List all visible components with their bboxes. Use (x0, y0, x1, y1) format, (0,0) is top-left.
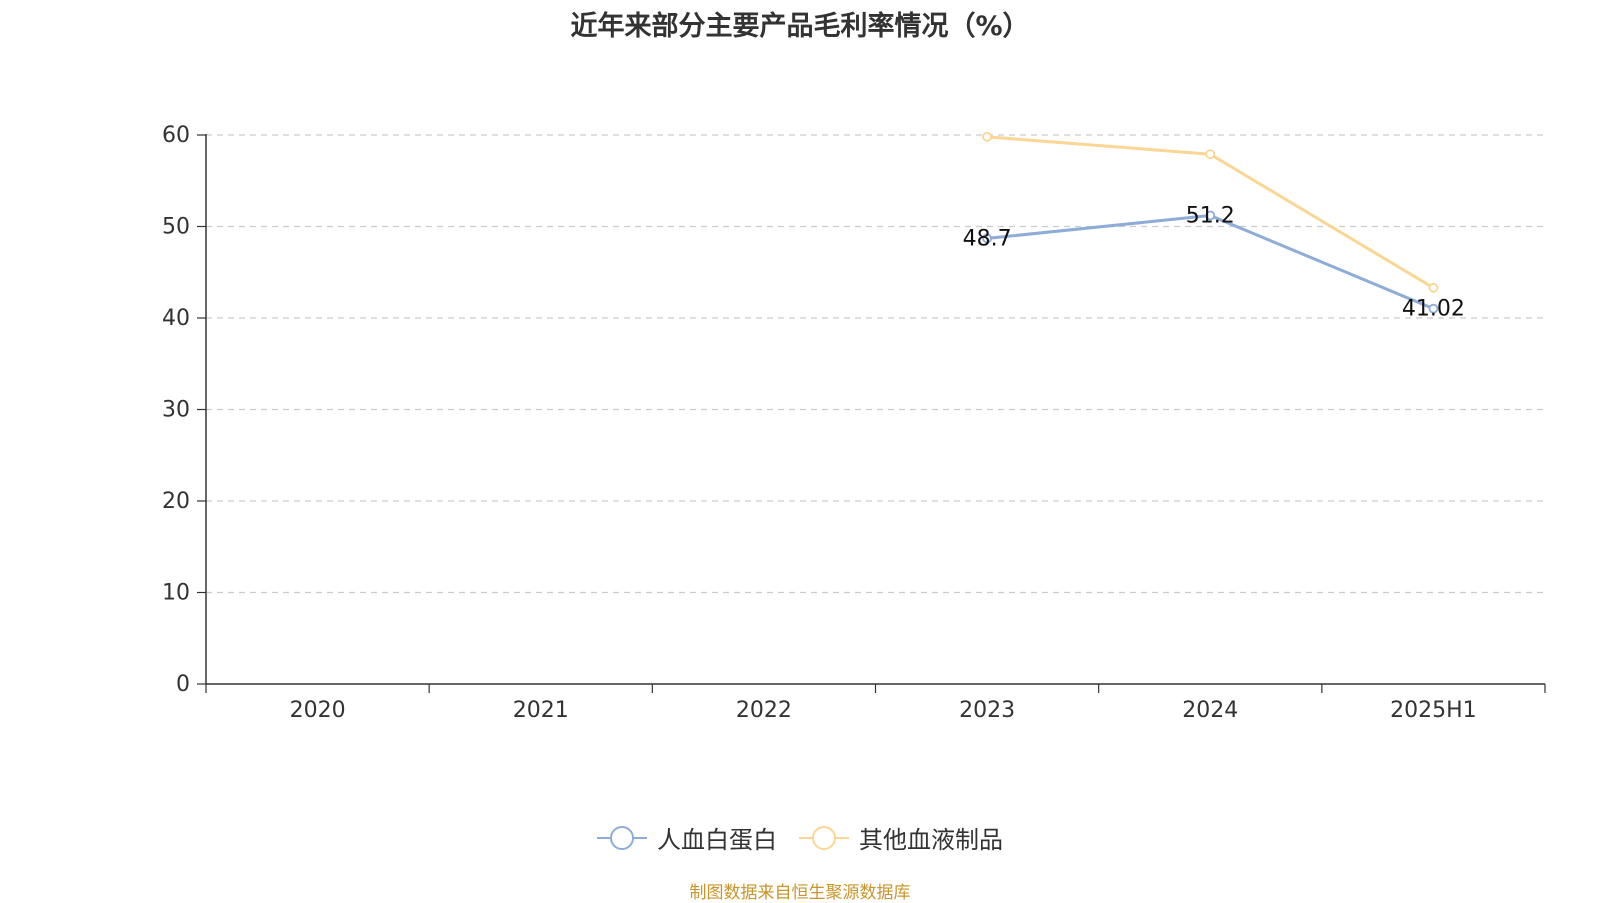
y-tick-label: 30 (162, 398, 190, 423)
data-label: 51.2 (1186, 204, 1235, 229)
y-tick-label: 50 (162, 215, 190, 240)
series-1-point (982, 233, 992, 244)
x-tick-label: 2023 (959, 698, 1015, 723)
series-2-point (1428, 282, 1439, 293)
series-1-point (1428, 303, 1439, 314)
x-tick-label: 2024 (1182, 698, 1238, 723)
y-tick-label: 40 (162, 306, 190, 331)
x-tick-label: 2025H1 (1390, 698, 1477, 723)
series-2-point (1205, 149, 1216, 160)
legend-label-series2: 其他血液制品 (859, 826, 1003, 854)
legend-line-circle-icon (597, 825, 647, 850)
series-line-1 (986, 214, 1434, 311)
data-label: 41.02 (1402, 297, 1465, 322)
y-tick-label: 60 (162, 123, 190, 148)
y-tick-label: 0 (176, 672, 190, 697)
legend-label-series1: 人血白蛋白 (657, 826, 777, 854)
data-label: 48.7 (963, 226, 1012, 251)
x-tick-label: 2020 (290, 698, 346, 723)
legend-line-circle-icon (799, 825, 849, 850)
legend: 人血白蛋白 其他血液制品 (0, 820, 1600, 855)
legend-item-series2[interactable]: 其他血液制品 (799, 820, 1003, 855)
legend-item-series1[interactable]: 人血白蛋白 (597, 820, 777, 855)
source-note: 制图数据来自恒生聚源数据库 (689, 883, 911, 903)
x-tick-label: 2021 (513, 698, 569, 723)
y-tick-label: 10 (162, 581, 190, 606)
series-1-point (1205, 210, 1216, 221)
chart-title: 近年来部分主要产品毛利率情况（%） (570, 11, 1030, 42)
x-tick-label: 2022 (736, 698, 792, 723)
series-2-point (982, 131, 992, 142)
y-tick-label: 20 (162, 489, 190, 514)
